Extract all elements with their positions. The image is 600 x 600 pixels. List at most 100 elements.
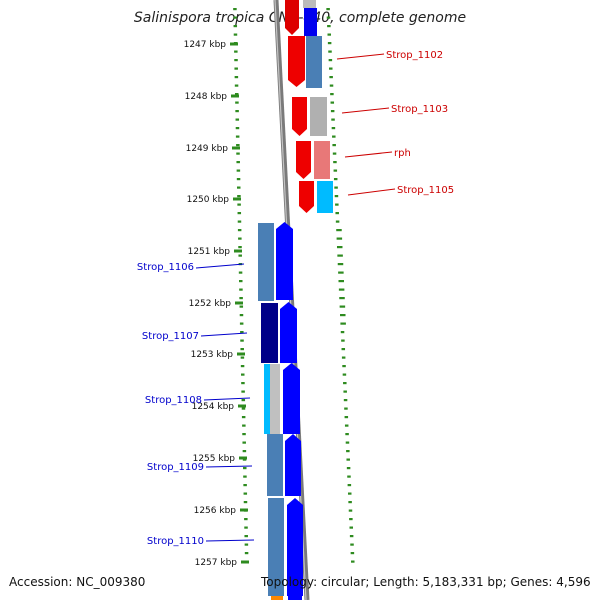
gc-dot xyxy=(338,271,344,274)
gc-dot xyxy=(233,25,238,28)
gc-dot xyxy=(240,365,245,368)
gc-dot xyxy=(328,50,332,53)
genome-title: Salinispora tropica CNB-440, complete ge… xyxy=(134,10,466,26)
gene-leader-line xyxy=(336,53,385,60)
gc-dot xyxy=(234,93,239,96)
scale-tick-mark xyxy=(233,197,241,201)
gc-dot xyxy=(234,50,238,53)
gc-dot xyxy=(350,552,355,555)
cds-arrow-reverse xyxy=(285,434,301,496)
gc-dot xyxy=(327,33,331,36)
gene-label: Strop_1106 xyxy=(137,262,194,273)
gc-dot xyxy=(335,203,339,206)
gc-dot xyxy=(235,127,240,130)
gc-dot xyxy=(241,382,245,385)
gc-dot xyxy=(241,373,245,376)
scale-tick-label: 1254 kbp xyxy=(192,402,235,412)
scale-tick-label: 1253 kbp xyxy=(191,350,234,360)
gc-dot xyxy=(342,365,346,368)
gc-dot xyxy=(242,450,247,453)
gc-dot xyxy=(329,84,334,87)
gc-dot xyxy=(235,101,239,104)
accession-text: Accession: NC_009380 xyxy=(9,575,146,589)
gc-dot xyxy=(236,178,241,181)
gc-dot xyxy=(343,390,347,393)
feature-blocks xyxy=(258,0,333,600)
gc-dot xyxy=(239,314,244,317)
gc-dot xyxy=(234,84,239,87)
gc-dot xyxy=(242,433,246,436)
blast-hit-block xyxy=(288,596,302,600)
gc-dot xyxy=(234,76,239,79)
gc-dot xyxy=(242,441,246,444)
scale-tick-mark xyxy=(230,42,238,46)
scale-tick-mark xyxy=(238,404,246,408)
gc-dot xyxy=(244,543,249,546)
scale-tick-label: 1252 kbp xyxy=(189,299,232,309)
gc-dot xyxy=(342,373,347,376)
gc-dot xyxy=(341,356,346,359)
gene-label: Strop_1109 xyxy=(147,462,204,473)
scale-tick-label: 1248 kbp xyxy=(185,92,228,102)
gc-dot xyxy=(333,161,337,164)
gc-dot xyxy=(237,229,242,232)
gc-dot xyxy=(331,127,336,130)
gc-dot xyxy=(242,458,247,461)
scale-tick-mark xyxy=(240,508,248,512)
gc-dot xyxy=(349,526,354,529)
gc-dot xyxy=(349,518,353,521)
gc-dot xyxy=(347,484,352,487)
gc-dot xyxy=(344,416,349,419)
blast-hit-block xyxy=(267,434,283,496)
gene-leader-line xyxy=(205,539,255,542)
scale-tick-label: 1249 kbp xyxy=(186,144,229,154)
gc-dot xyxy=(338,280,344,283)
gc-dot xyxy=(336,246,343,249)
gene-label: Strop_1102 xyxy=(386,50,443,61)
gc-dot xyxy=(332,152,337,155)
scale-tick-label: 1247 kbp xyxy=(184,40,227,50)
gc-dot xyxy=(237,195,241,198)
gc-dot xyxy=(235,118,240,121)
gc-dot xyxy=(241,399,246,402)
gc-dot xyxy=(337,254,343,257)
gene-leader-line xyxy=(200,332,248,337)
gc-dot xyxy=(334,195,339,198)
scale-tick-label: 1251 kbp xyxy=(188,247,231,257)
gene-leader-line xyxy=(347,188,396,196)
scale-tick-mark xyxy=(235,301,243,305)
gc-dot xyxy=(234,59,238,62)
gc-skew-track-left xyxy=(233,8,249,563)
gc-dot xyxy=(340,331,345,334)
gc-dot xyxy=(326,8,330,11)
gc-dot xyxy=(346,450,350,453)
gc-dot xyxy=(347,492,352,495)
gc-dot xyxy=(339,297,345,300)
gc-dot xyxy=(243,492,248,495)
gc-dot xyxy=(341,339,345,342)
gc-dot xyxy=(340,322,346,325)
gc-dot xyxy=(240,356,245,359)
gc-dot xyxy=(335,212,339,215)
gc-dot xyxy=(236,161,240,164)
gc-dot xyxy=(235,110,239,113)
gc-dot xyxy=(332,144,336,147)
gc-dot xyxy=(349,535,354,538)
gc-dot xyxy=(237,212,242,215)
scale-tick-label: 1250 kbp xyxy=(187,195,230,205)
gc-dot xyxy=(239,288,243,291)
gc-dot xyxy=(242,424,246,427)
blast-hit-block xyxy=(268,498,284,596)
gc-dot xyxy=(238,237,242,240)
gc-dot xyxy=(244,552,249,555)
gc-dot xyxy=(326,16,331,19)
cds-arrow-forward xyxy=(292,97,307,136)
gc-dot xyxy=(243,475,247,478)
gc-dot xyxy=(243,467,247,470)
gc-dot xyxy=(234,67,238,70)
gc-dot xyxy=(240,331,244,334)
blast-hit-block xyxy=(270,364,280,434)
cds-arrow-forward xyxy=(299,181,314,213)
gc-dot xyxy=(332,135,336,138)
